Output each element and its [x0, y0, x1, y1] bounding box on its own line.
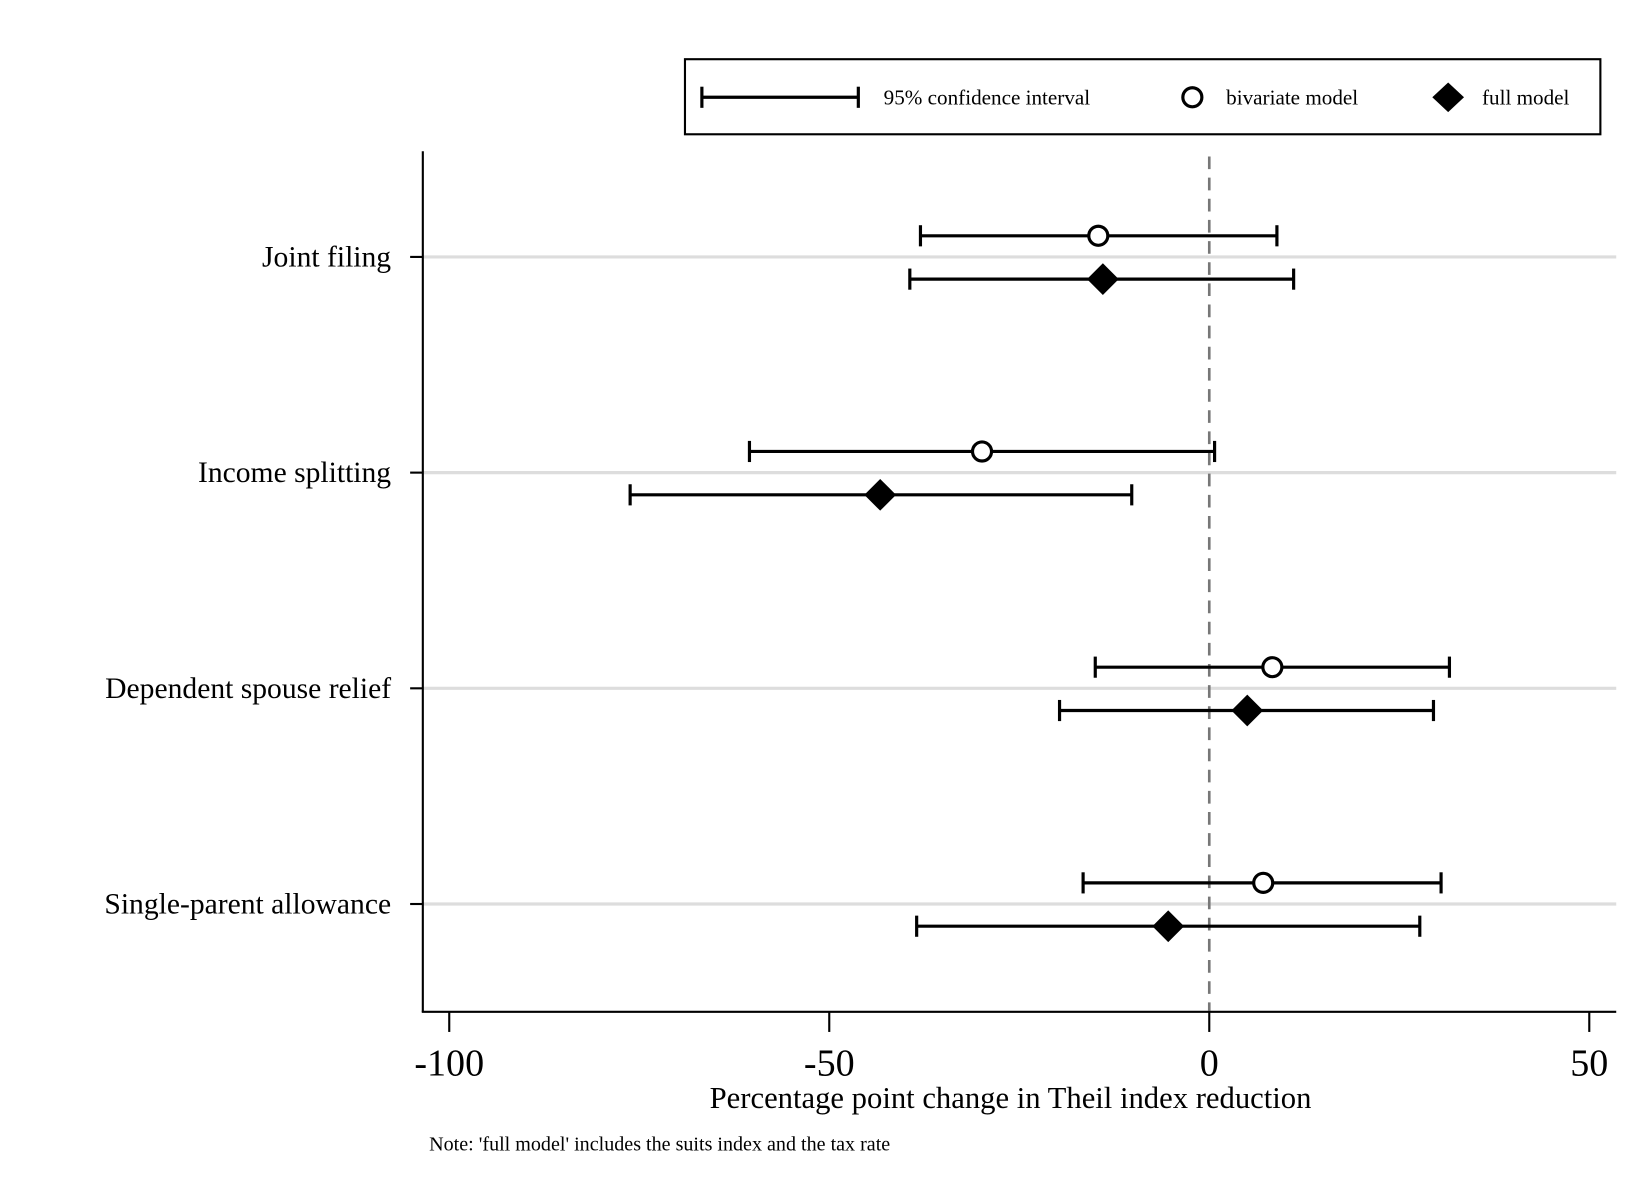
full-model-point [1087, 263, 1119, 295]
legend-ci-label: 95% confidence interval [884, 86, 1091, 110]
x-axis-label: Percentage point change in Theil index r… [710, 1081, 1312, 1115]
y-tick-label: Joint filing [262, 241, 391, 273]
legend-ci-icon [700, 86, 860, 108]
x-tick-label: 50 [1570, 1042, 1608, 1084]
bivariate-point [1087, 224, 1110, 247]
legend: 95% confidence interval bivariate model … [683, 58, 1602, 136]
bivariate-point [970, 440, 994, 463]
full-model-point [1152, 910, 1185, 943]
x-tick-label: -100 [414, 1042, 484, 1084]
full-model-point [1231, 694, 1264, 727]
bivariate-point [1261, 656, 1284, 679]
legend-full-label: full model [1482, 86, 1570, 110]
legend-bivariate-label: bivariate model [1226, 86, 1358, 110]
y-tick-label: Single-parent allowance [104, 889, 391, 921]
y-tick-label: Dependent spouse relief [105, 673, 391, 705]
full-model-point [864, 478, 897, 511]
chart-note: Note: 'full model' includes the suits in… [429, 1133, 890, 1155]
legend-circle-icon [1181, 86, 1204, 109]
bivariate-point [1252, 871, 1275, 894]
x-tick-label: 0 [1200, 1042, 1219, 1084]
x-tick-label: -50 [804, 1042, 855, 1084]
y-tick-label: Income splitting [198, 457, 391, 489]
